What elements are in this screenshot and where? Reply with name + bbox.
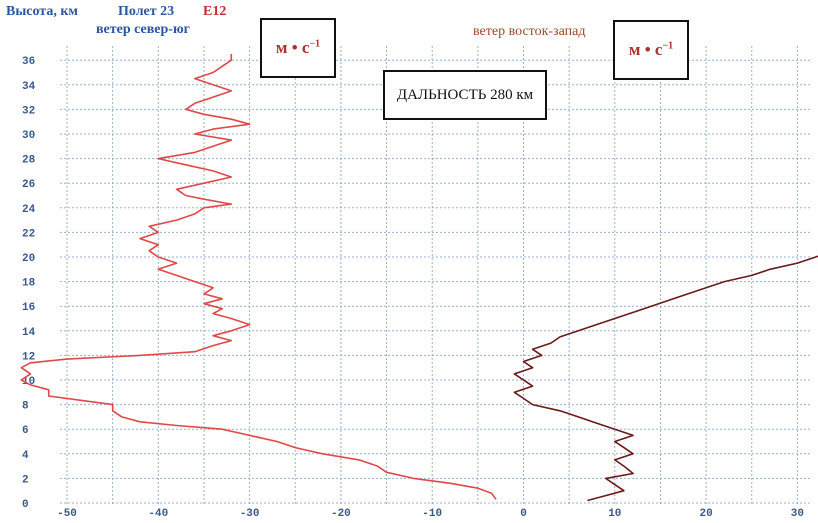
y-tick-label: 0 <box>22 499 29 511</box>
y-tick-label: 26 <box>22 179 35 191</box>
y-tick-label: 14 <box>22 327 36 339</box>
x-tick-label: 20 <box>699 508 712 520</box>
y-tick-label: 32 <box>22 105 35 117</box>
y-tick-label: 22 <box>22 228 35 240</box>
unit-box-right: м • с−1 <box>613 20 689 80</box>
unit-box-left: м • с−1 <box>260 18 336 78</box>
y-tick-label: 6 <box>22 425 29 437</box>
series-line-east-west <box>513 255 818 502</box>
y-axis-title: Высота, км <box>6 4 78 19</box>
x-tick-label: 0 <box>520 508 527 520</box>
x-tick-label: -20 <box>331 508 351 520</box>
grid <box>60 46 812 505</box>
code-label: E12 <box>203 4 227 19</box>
ew-series-label: ветер восток-запад <box>473 24 586 39</box>
x-tick-label: -10 <box>422 508 442 520</box>
series-line-north-south <box>20 54 497 500</box>
x-tick-label: 30 <box>791 508 804 520</box>
x-tick-labels: -50-40-30-20-10010203040506070 <box>57 508 804 520</box>
ns-series-label: ветер север-юг <box>96 22 191 37</box>
y-tick-label: 30 <box>22 130 35 142</box>
x-tick-label: 10 <box>608 508 621 520</box>
y-tick-label: 36 <box>22 56 35 68</box>
range-box: ДАЛЬНОСТЬ 280 км <box>383 70 547 120</box>
x-tick-label: -40 <box>148 508 168 520</box>
y-tick-label: 24 <box>22 204 36 216</box>
y-tick-label: 34 <box>22 81 36 93</box>
y-tick-label: 16 <box>22 302 35 314</box>
unit-label-left: м • с−1 <box>275 38 321 57</box>
y-tick-label: 12 <box>22 351 35 363</box>
y-tick-label: 20 <box>22 253 35 265</box>
y-tick-label: 4 <box>22 450 29 462</box>
y-tick-label: 28 <box>22 155 36 167</box>
x-tick-label: -30 <box>240 508 260 520</box>
y-tick-label: 18 <box>22 278 36 290</box>
y-tick-label: 2 <box>22 474 29 486</box>
flight-label: Полет 23 <box>118 4 175 19</box>
unit-label-right: м • с−1 <box>628 40 674 59</box>
y-tick-label: 8 <box>22 401 29 413</box>
range-label: ДАЛЬНОСТЬ 280 км <box>396 86 534 103</box>
series-lines <box>20 54 818 502</box>
x-tick-label: -50 <box>57 508 77 520</box>
